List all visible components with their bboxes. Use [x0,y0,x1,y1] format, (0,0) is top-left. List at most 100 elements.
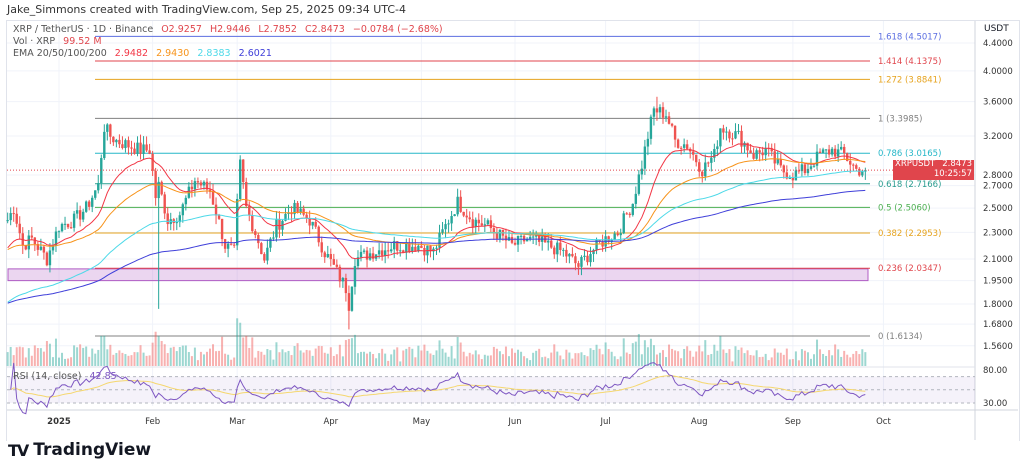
volume-bar [293,346,296,366]
volume-bar [514,352,517,366]
volume-bar [474,350,477,366]
candle-body [761,152,764,156]
volume-bar [598,348,601,366]
candle-body [75,210,79,214]
candle-body [716,146,719,150]
candle-body [480,223,483,226]
candle-body [293,202,296,215]
volume-bar [48,343,51,366]
candle-body [311,221,314,226]
candle-body [133,148,136,154]
candle-body [94,190,97,198]
candle-body [136,142,139,154]
volume-bar [822,353,825,366]
candle-body [151,153,154,171]
candle-body [69,227,73,229]
volume-bar [776,352,779,366]
ema200-line [7,189,866,304]
volume-bar [671,348,674,366]
time-tick-label: Feb [145,417,160,427]
candle-body [109,124,112,137]
volume-bar [758,357,761,366]
volume-bar [269,350,272,366]
volume-label[interactable]: Vol · XRP [13,36,56,47]
tradingview-logo[interactable]: TV TradingView [8,440,151,460]
candle-body [112,136,115,143]
candle-body [254,231,257,236]
volume-bar [725,352,728,366]
volume-bar [221,336,224,366]
volume-bar [305,349,308,366]
ema-label[interactable]: EMA 20/50/100/200 [13,48,107,59]
volume-bar [112,354,115,366]
volume-bar [45,341,48,366]
candle-body [308,218,311,226]
volume-bar [263,354,266,366]
volume-bar [70,357,73,366]
volume-bar [356,353,359,366]
countdown-row: 10:25:57 [893,169,974,180]
volume-bar [507,356,510,366]
candle-body [839,146,843,150]
volume-bar [828,350,831,366]
volume-bar [574,353,577,366]
candle-body [24,245,27,250]
volume-bar [468,352,471,366]
volume-bar [227,354,230,366]
volume-bar [411,348,414,366]
rsi-label[interactable]: RSI (14, close) [13,371,82,382]
support-zone [7,268,869,282]
price-tick-label: 1.6800 [983,320,1013,330]
volume-bar [441,348,444,366]
volume-bar [27,348,30,366]
volume-bar [782,354,785,366]
volume-bar [550,352,553,366]
candle-body [235,198,239,246]
candle-body [812,165,816,167]
candle-body [713,149,716,158]
volume-bar [698,345,701,366]
volume-bar [190,356,193,366]
price-tick-label: 2.1000 [983,255,1013,265]
candle-body [764,148,767,156]
candle-body [314,221,317,227]
candle-body [516,236,520,245]
candle-body [390,249,393,252]
chart-frame [6,20,1020,441]
candle-body [465,215,468,218]
candle-body [827,149,831,155]
fib-level-label: 1.618 (4.5017) [878,32,941,42]
candle-body [190,186,194,190]
candle-body [855,165,858,169]
candle-body [806,168,810,174]
volume-bar [36,348,39,366]
candle-body [78,210,82,220]
volume-bar [553,344,556,366]
candle-body [12,213,15,215]
candle-body [33,237,37,245]
fib-level-label: 0 (1.6134) [878,332,922,342]
last-price-row: XRPUSDT 2.8473 [893,159,974,170]
volume-bar [245,335,248,366]
volume-bar [97,349,100,366]
symbol-title[interactable]: XRP / TetherUS · 1D · Binance [13,24,154,35]
volume-bar [314,348,317,366]
volume-bar [450,346,453,366]
rsi-value: 42.85 [89,371,117,382]
candle-body [531,236,535,238]
candle-body [634,193,638,204]
volume-bar [831,355,834,366]
price-tick-label: 2.8000 [983,171,1013,181]
volume-bar [251,337,254,366]
volume-bar [12,355,15,366]
price-tick-label: 2.7000 [983,182,1013,192]
volume-bar [589,348,592,366]
volume-bar [9,346,12,366]
volume-bar [405,348,408,366]
candle-body [752,153,755,159]
volume-bar [275,342,278,366]
volume-bar [704,340,707,366]
volume-bar [640,354,643,366]
volume-bar [296,343,299,366]
